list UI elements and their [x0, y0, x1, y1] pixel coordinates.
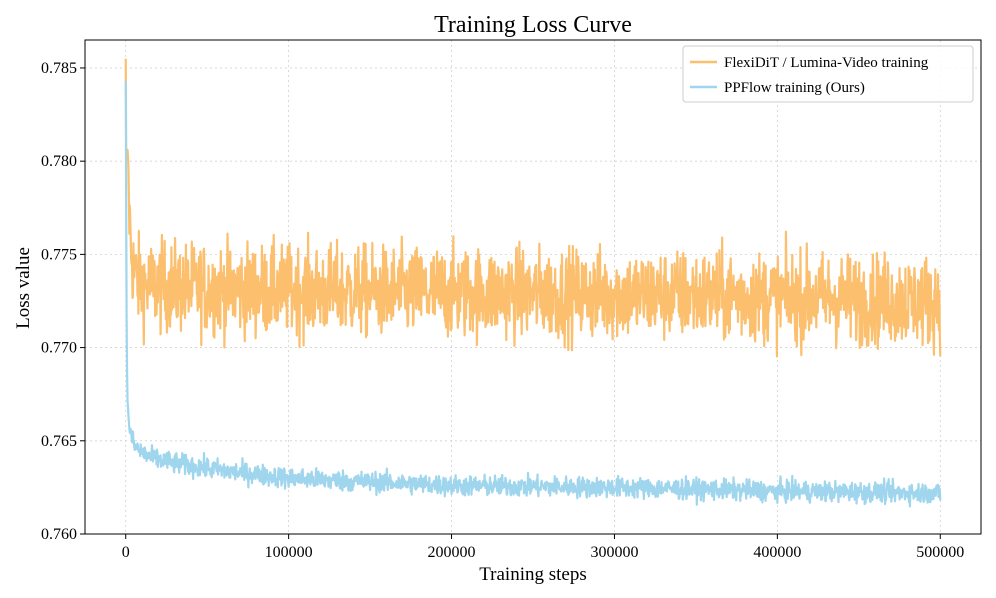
y-tick-label: 0.785	[41, 60, 77, 77]
series-line-flexidit	[124, 58, 942, 358]
y-tick-label: 0.770	[41, 340, 77, 357]
x-tick-label: 300000	[590, 544, 638, 561]
x-axis-label: Training steps	[479, 564, 587, 585]
x-tick-label: 400000	[753, 544, 801, 561]
legend-label-ppflow: PPFlow training (Ours)	[724, 80, 865, 96]
y-axis-ticks: 0.760 0.765 0.770 0.775 0.780 0.785	[41, 60, 85, 543]
y-tick-label: 0.760	[41, 526, 77, 543]
legend-label-flexidit: FlexiDiT / Lumina-Video training	[724, 55, 929, 71]
chart-title: Training Loss Curve	[434, 12, 632, 38]
y-tick-label: 0.780	[41, 153, 77, 170]
x-tick-label: 100000	[265, 544, 313, 561]
legend-box	[682, 45, 974, 103]
series-layer	[124, 58, 942, 508]
x-axis-ticks: 0 100000 200000 300000 400000 500000	[122, 534, 964, 561]
plot-frame	[84, 39, 982, 535]
y-tick-label: 0.765	[41, 433, 77, 450]
y-axis-label: Loss value	[13, 247, 34, 329]
y-tick-label: 0.775	[41, 246, 77, 263]
x-tick-label: 200000	[428, 544, 476, 561]
series-line-ppflow	[124, 81, 942, 508]
x-tick-label: 500000	[916, 544, 964, 561]
legend: FlexiDiT / Lumina-Video training PPFlow …	[682, 45, 974, 103]
x-tick-label: 0	[122, 544, 130, 561]
